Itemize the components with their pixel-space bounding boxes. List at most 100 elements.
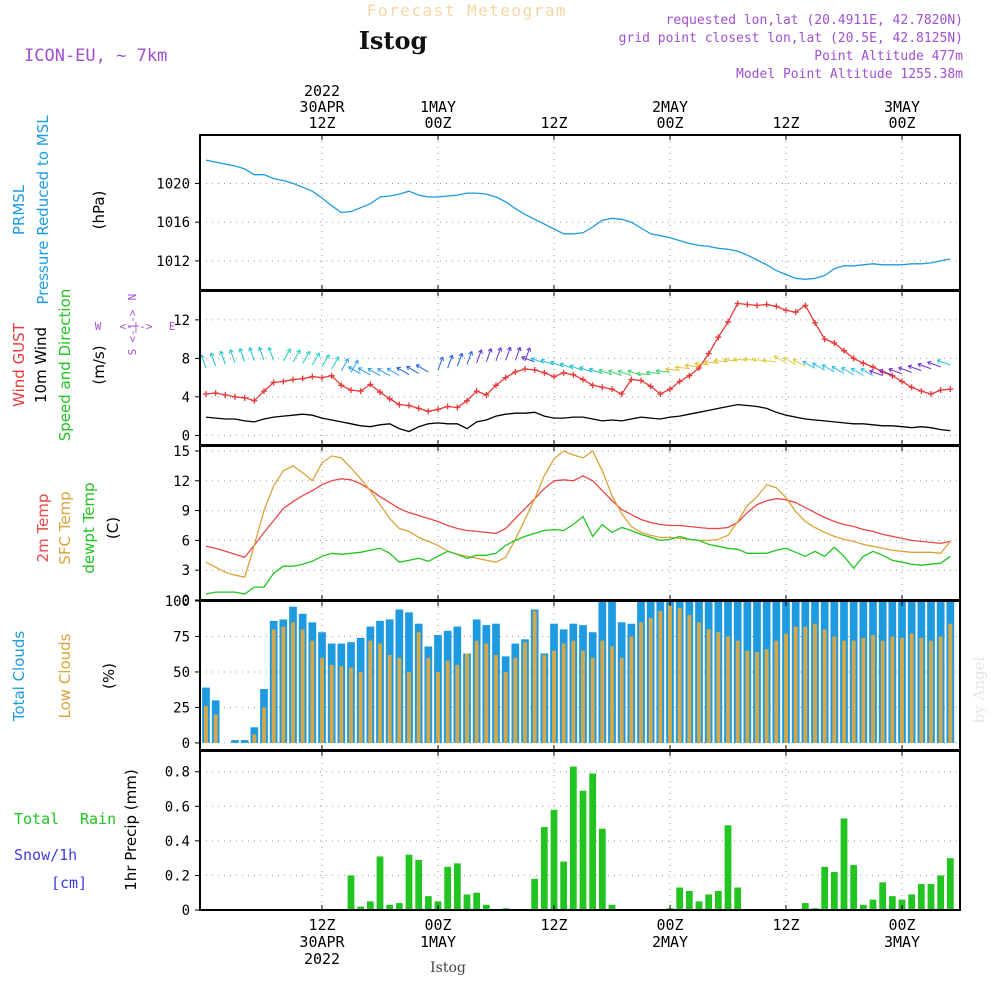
- wind-direction-arrow: [812, 362, 825, 371]
- low-cloud-bar: [774, 640, 779, 743]
- wind-direction-arrow: [917, 363, 932, 370]
- low-cloud-bar: [426, 657, 431, 743]
- rain-bar: [589, 773, 597, 910]
- compass-rose: N <-|-> S W <-|-> E: [95, 294, 176, 356]
- rain-bar: [695, 901, 703, 910]
- wind-direction-arrow: [258, 346, 265, 361]
- wind-direction-arrowhead: [792, 358, 798, 364]
- y-tick-label: 50: [173, 665, 190, 681]
- wind-direction-arrow: [762, 359, 777, 363]
- wind-direction-arrowhead: [665, 366, 670, 372]
- y-axis-label: Speed and Direction: [56, 289, 74, 442]
- y-tick-label: 15: [173, 444, 190, 460]
- gust-marker: [792, 309, 799, 316]
- y-axis-label: Pressure Reduced to MSL: [34, 115, 52, 305]
- low-cloud-bar: [890, 636, 895, 743]
- low-cloud-bar: [387, 654, 392, 743]
- low-cloud-bar: [764, 649, 769, 743]
- low-cloud-bar: [735, 640, 740, 743]
- x-label-top: 3MAY: [884, 98, 920, 116]
- wind-direction-arrow: [773, 355, 787, 364]
- y-tick-label: 0: [182, 903, 190, 919]
- wind-direction-arrowhead: [550, 360, 555, 366]
- gust-marker: [560, 369, 567, 376]
- x-label-bottom: 12Z: [540, 916, 567, 934]
- wind-direction-arrow: [476, 349, 482, 364]
- wind-direction-arrow: [485, 348, 492, 362]
- credit-watermark: by Angel: [970, 656, 988, 723]
- wind-direction-arrowhead: [850, 367, 856, 373]
- low-cloud-bar: [871, 635, 875, 743]
- gust-marker: [850, 355, 857, 362]
- rain-bar: [357, 906, 365, 910]
- wind-direction-arrowhead: [646, 370, 651, 376]
- wind-direction-arrow: [927, 361, 941, 368]
- low-cloud-bar: [571, 640, 576, 743]
- wind-direction-arrow: [579, 366, 593, 373]
- series-line-10m-wind: [205, 403, 951, 433]
- wind-direction-arrow: [521, 356, 535, 363]
- wind-direction-arrow: [302, 351, 311, 364]
- gust-marker: [435, 406, 441, 413]
- data-marks: [199, 159, 960, 911]
- wind-direction-arrowhead: [869, 369, 874, 375]
- y-tick-label: 25: [173, 700, 190, 716]
- wind-direction-arrowhead: [723, 357, 728, 363]
- wind-direction-arrowhead: [325, 354, 330, 359]
- gust-marker: [618, 390, 625, 397]
- gust-marker: [802, 302, 809, 309]
- wind-direction-arrowhead: [907, 364, 913, 370]
- gust-marker: [512, 368, 519, 375]
- gust-marker: [599, 384, 606, 391]
- low-cloud-bar: [919, 637, 924, 743]
- wind-direction-arrow: [505, 347, 511, 361]
- rain-bar: [946, 858, 954, 910]
- gust-marker: [251, 397, 258, 404]
- compass-west: W: [95, 320, 102, 333]
- wind-direction-arrow: [792, 358, 806, 367]
- wind-direction-arrowhead: [733, 356, 738, 362]
- low-cloud-bar: [378, 643, 382, 743]
- wind-direction-arrowhead: [636, 371, 641, 377]
- wind-direction-arrowhead: [936, 358, 942, 364]
- low-cloud-bar: [349, 667, 353, 743]
- compass-mid-h: <-|->: [119, 320, 152, 333]
- rain-bar: [540, 827, 548, 910]
- gust-marker: [715, 334, 722, 341]
- low-cloud-bar: [262, 707, 266, 743]
- y-tick-label: 1020: [156, 176, 190, 192]
- low-cloud-bar: [445, 660, 450, 743]
- wind-direction-arrowhead: [367, 367, 372, 373]
- y-tick-label: 8: [182, 351, 190, 367]
- wind-direction-arrowhead: [821, 364, 827, 369]
- footer-location: Istog: [430, 960, 466, 976]
- y-tick-label: 4: [182, 390, 190, 406]
- wind-direction-arrowhead: [675, 365, 680, 371]
- gust-marker: [464, 397, 470, 404]
- x-label-top: 00Z: [888, 114, 915, 132]
- gust-marker: [396, 401, 403, 408]
- wind-direction-arrowhead: [219, 350, 224, 356]
- x-label-top: 2MAY: [652, 98, 688, 116]
- x-label-bottom: 1MAY: [420, 933, 456, 951]
- gust-marker: [899, 378, 905, 385]
- wind-direction-arrowhead: [812, 362, 817, 367]
- wind-direction-arrowhead: [458, 352, 464, 358]
- gust-marker: [415, 405, 422, 412]
- rain-bar: [463, 894, 471, 910]
- wind-direction-arrowhead: [773, 355, 778, 360]
- wind-direction-arrowhead: [579, 366, 584, 371]
- gust-marker: [493, 382, 499, 389]
- wind-direction-arrowhead: [860, 368, 865, 373]
- low-cloud-bar: [436, 671, 440, 743]
- rain-bar: [444, 866, 452, 910]
- wind-direction-arrow: [249, 347, 255, 361]
- rain-bar: [366, 901, 374, 910]
- wind-direction-arrowhead: [305, 350, 311, 356]
- panel-frame: [199, 445, 961, 601]
- rain-bar: [424, 896, 432, 910]
- wind-direction-arrowhead: [209, 352, 215, 357]
- y-tick-label: 100: [165, 594, 190, 610]
- low-cloud-bar: [658, 610, 663, 743]
